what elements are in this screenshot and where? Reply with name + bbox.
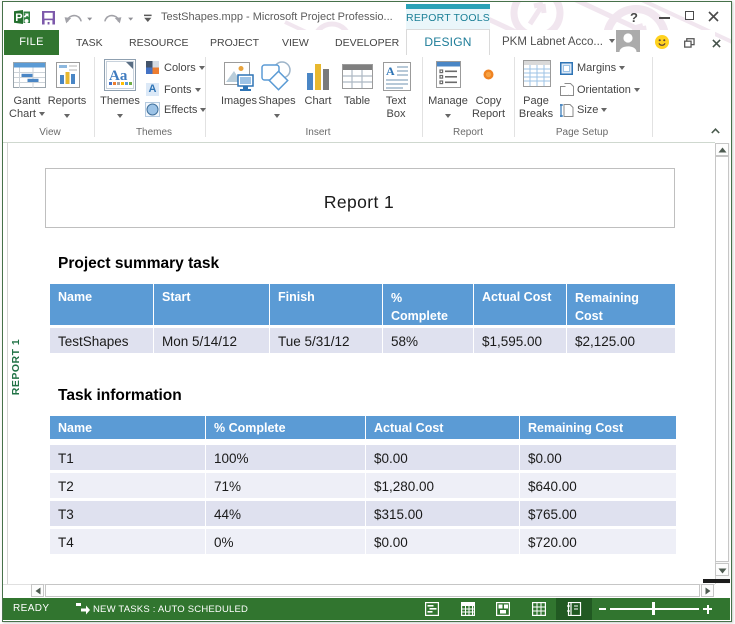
svg-text:A: A — [386, 64, 395, 78]
svg-text:Aa: Aa — [109, 68, 128, 84]
svg-text:P: P — [15, 12, 22, 24]
